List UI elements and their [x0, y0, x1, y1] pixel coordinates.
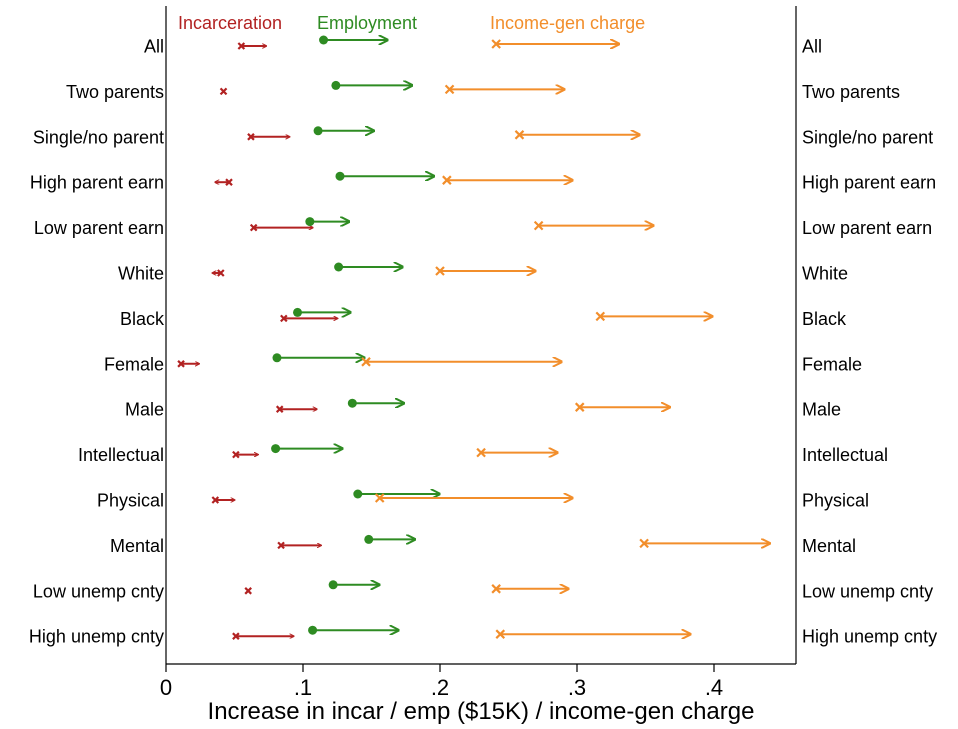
x-tick-label: .4	[705, 675, 723, 700]
category-label-left: Low unemp cnty	[33, 581, 164, 601]
category-label-right: High unemp cnty	[802, 627, 937, 647]
incarceration-start-x	[247, 133, 255, 141]
category-label-right: Female	[802, 354, 862, 374]
x-tick-label: 0	[160, 675, 172, 700]
category-label-left: Physical	[97, 491, 164, 511]
incarceration-start-x	[275, 405, 284, 413]
income-gen-charge-start-x	[533, 220, 544, 231]
incarceration-start-x	[211, 496, 220, 504]
category-label-right: Male	[802, 400, 841, 420]
category-label-right: Physical	[802, 491, 869, 511]
income-gen-charge-start-x	[374, 493, 385, 503]
category-label-left: Low parent earn	[34, 218, 164, 238]
income-gen-charge-start-x	[491, 584, 501, 594]
incarceration-start-x	[249, 223, 258, 232]
category-label-right: Low unemp cnty	[802, 581, 933, 601]
income-gen-charge-start-x	[495, 629, 506, 639]
income-gen-charge-start-x	[361, 357, 371, 367]
employment-start-dot	[331, 80, 341, 90]
employment-start-dot	[308, 625, 318, 635]
category-label-left: Male	[125, 400, 164, 420]
x-tick-label: .3	[568, 675, 586, 700]
category-label-left: White	[118, 264, 164, 284]
category-label-right: Two parents	[802, 82, 900, 102]
incarceration-start-x	[280, 314, 288, 323]
category-label-right: All	[802, 37, 822, 57]
employment-start-dot	[353, 489, 363, 499]
employment-start-dot	[319, 35, 329, 45]
incarceration-start-x	[232, 450, 240, 459]
employment-start-dot	[328, 580, 338, 590]
income-gen-charge-start-x	[476, 447, 486, 458]
category-label-left: Female	[104, 354, 164, 374]
income-gen-charge-start-x	[435, 266, 445, 276]
category-label-right: White	[802, 264, 848, 284]
incarceration-start-x	[232, 632, 240, 640]
employment-start-dot	[305, 217, 315, 227]
employment-start-dot	[313, 126, 323, 136]
category-label-left: Intellectual	[78, 445, 164, 465]
income-gen-charge-start-x	[514, 130, 525, 140]
category-label-left: All	[144, 37, 164, 57]
category-label-right: Low parent earn	[802, 218, 932, 238]
x-tick-label: .2	[431, 675, 449, 700]
income-gen-charge-start-x	[595, 311, 606, 322]
income-gen-charge-start-x	[444, 84, 455, 95]
category-label-left: Two parents	[66, 82, 164, 102]
employment-start-dot	[334, 262, 344, 272]
incarceration-start-x	[217, 269, 225, 277]
x-tick-label: .1	[294, 675, 312, 700]
legend-incarceration: Incarceration	[178, 13, 282, 33]
employment-start-dot	[335, 171, 345, 181]
income-gen-charge-start-x	[639, 538, 649, 549]
income-gen-charge-start-x	[442, 175, 452, 185]
category-label-right: Intellectual	[802, 445, 888, 465]
incarceration-start-x	[225, 178, 233, 186]
legend-income-gen-charge: Income-gen charge	[490, 13, 645, 33]
category-label-right: Single/no parent	[802, 127, 933, 147]
employment-start-dot	[364, 534, 374, 544]
incarceration-start-x	[237, 42, 246, 50]
incarceration-start-x	[244, 587, 252, 595]
income-gen-charge-start-x	[574, 402, 585, 412]
employment-start-dot	[347, 398, 357, 408]
income-gen-charge-start-x	[491, 39, 501, 49]
category-label-left: Single/no parent	[33, 127, 164, 147]
incarceration-start-x	[219, 87, 228, 96]
category-label-left: Mental	[110, 536, 164, 556]
employment-start-dot	[271, 444, 281, 454]
category-label-right: High parent earn	[802, 173, 936, 193]
category-label-left: Black	[120, 309, 165, 329]
category-label-left: High parent earn	[30, 173, 164, 193]
category-label-left: High unemp cnty	[29, 627, 164, 647]
incarceration-start-x	[177, 360, 185, 368]
employment-start-dot	[272, 353, 282, 363]
incarceration-start-x	[277, 541, 285, 550]
category-label-right: Mental	[802, 536, 856, 556]
employment-start-dot	[293, 307, 303, 317]
category-label-right: Black	[802, 309, 847, 329]
legend-employment: Employment	[317, 13, 417, 33]
x-axis-label: Increase in incar / emp ($15K) / income-…	[208, 698, 755, 725]
